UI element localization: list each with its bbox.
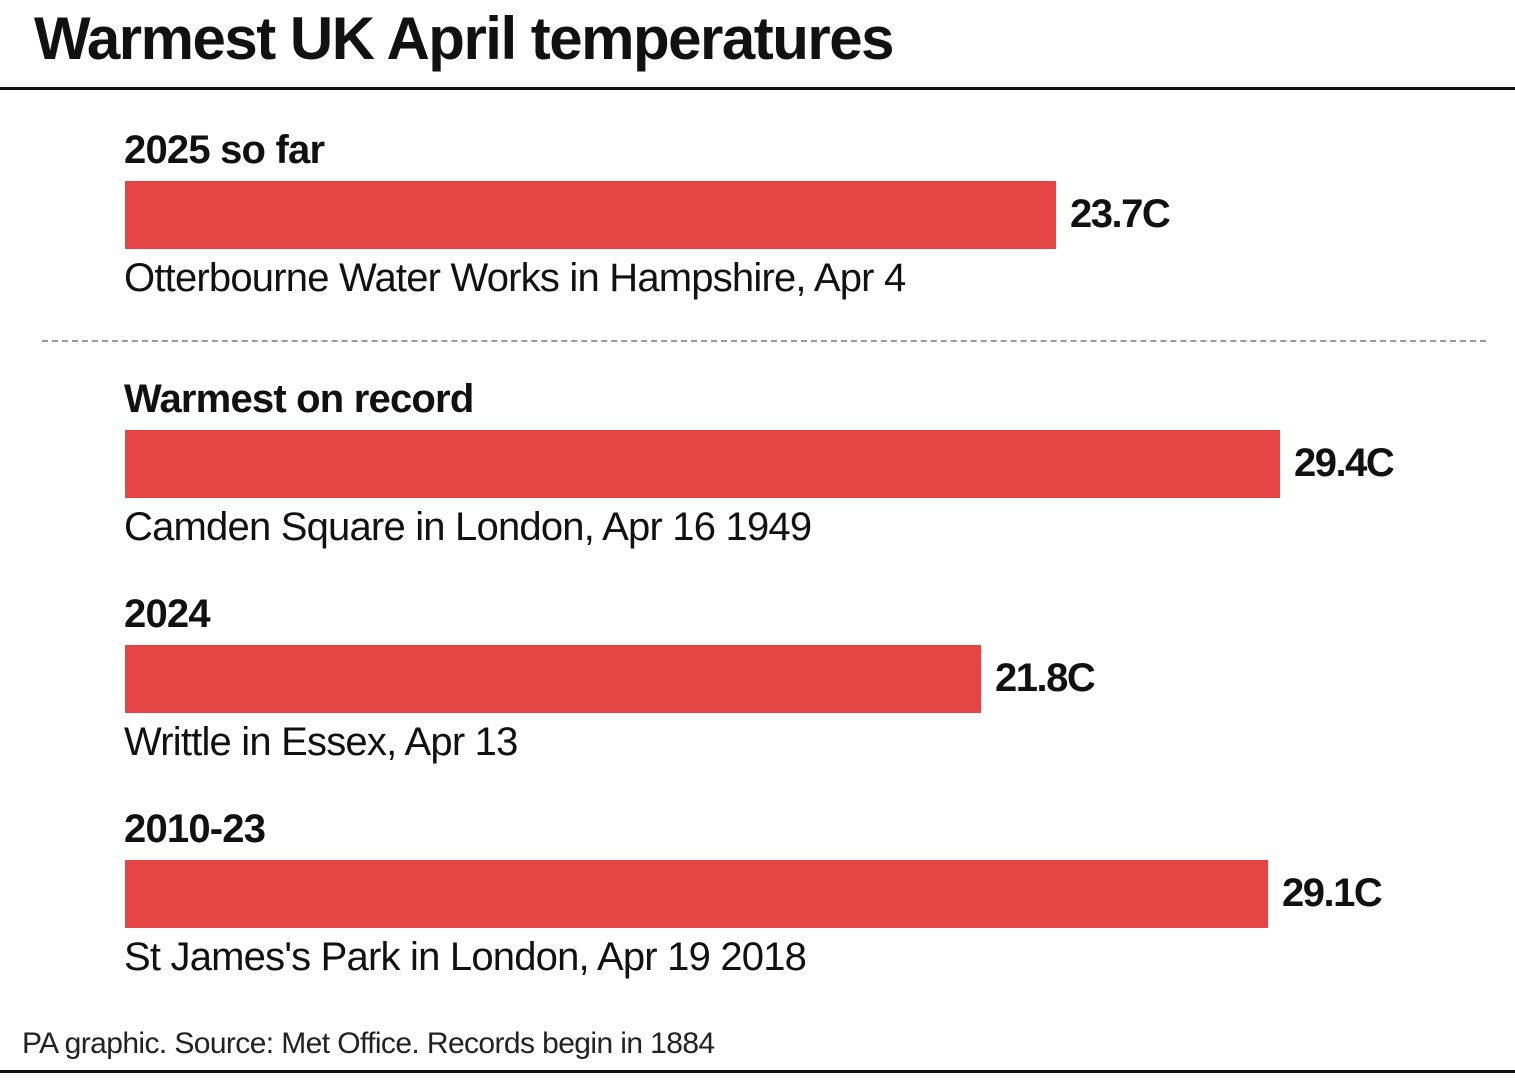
bar-location-label: Otterbourne Water Works in Hampshire, Ap… (124, 256, 906, 300)
bar-value-label: 29.4C (1294, 441, 1395, 485)
bar-value-label: 29.1C (1282, 871, 1383, 915)
bar-location-label: Camden Square in London, Apr 16 1949 (124, 505, 812, 549)
bar (125, 645, 981, 713)
bar-value-label: 21.8C (995, 656, 1096, 700)
bar-location-label: St James's Park in London, Apr 19 2018 (124, 935, 807, 979)
bar (125, 430, 1280, 498)
section-divider (42, 340, 1486, 342)
bar-category-label: 2024 (124, 592, 211, 636)
bar (125, 860, 1268, 928)
footer-rule (0, 1070, 1515, 1073)
bar-category-label: 2010-23 (124, 807, 266, 851)
source-note: PA graphic. Source: Met Office. Records … (22, 1027, 715, 1060)
bar-location-label: Writtle in Essex, Apr 13 (124, 720, 518, 764)
bar-value-label: 23.7C (1070, 192, 1171, 236)
title-rule (0, 87, 1515, 90)
bar (125, 181, 1056, 249)
bar-category-label: 2025 so far (124, 128, 325, 172)
chart-title: Warmest UK April temperatures (34, 5, 894, 72)
bar-category-label: Warmest on record (124, 377, 474, 421)
